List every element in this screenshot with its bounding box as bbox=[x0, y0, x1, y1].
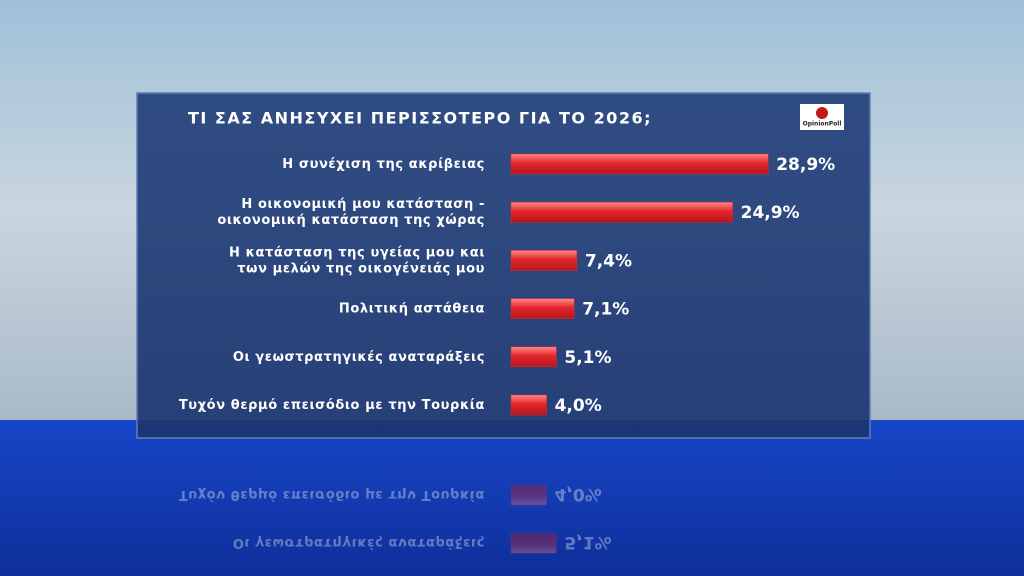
bar bbox=[510, 201, 733, 223]
value-label: 28,9% bbox=[776, 155, 835, 175]
value-label: 4,0% bbox=[555, 396, 602, 416]
category-label: Πολιτική αστάθεια bbox=[339, 301, 485, 316]
chart-title: ΤΙ ΣΑΣ ΑΝΗΣΥΧΕΙ ΠΕΡΙΣΣΟΤΕΡΟ ΓΙΑ ΤΟ 2026; bbox=[188, 109, 652, 128]
panel bbox=[136, 92, 871, 439]
bar bbox=[510, 346, 557, 368]
bar bbox=[510, 484, 547, 506]
category-line: Οι γεωστρατηγικές αναταράξεις bbox=[233, 536, 485, 551]
category-label: Τυχόν θερμό επεισόδιο με την Τουρκία bbox=[179, 488, 485, 503]
value-label: 5,1% bbox=[564, 532, 611, 552]
category-line: των μελών της οικογένειάς μου bbox=[237, 261, 485, 276]
category-label: Η οικονομική μου κατάσταση -οικονομική κ… bbox=[217, 197, 485, 228]
value-label: 24,9% bbox=[741, 203, 800, 223]
bar bbox=[510, 532, 557, 554]
category-label: Τυχόν θερμό επεισόδιο με την Τουρκία bbox=[179, 398, 485, 413]
category-line: Τυχόν θερμό επεισόδιο με την Τουρκία bbox=[179, 398, 485, 413]
value-label: 7,4% bbox=[585, 251, 632, 271]
value-label: 5,1% bbox=[564, 348, 611, 368]
category-label: Η συνέχιση της ακρίβειας bbox=[282, 157, 485, 172]
category-label: Οι γεωστρατηγικές αναταράξεις bbox=[233, 536, 485, 551]
category-line: Πολιτική αστάθεια bbox=[339, 301, 485, 316]
bar bbox=[510, 394, 547, 416]
category-line: Οι γεωστρατηγικές αναταράξεις bbox=[233, 349, 485, 364]
logo-text: OpinionPoll bbox=[803, 121, 842, 128]
bar bbox=[510, 250, 578, 271]
category-line: οικονομική κατάσταση της χώρας bbox=[217, 213, 485, 228]
category-line: Η οικονομική μου κατάσταση - bbox=[241, 197, 485, 212]
category-label: Η κατάσταση της υγείας μου και των μελών … bbox=[229, 245, 485, 276]
bar bbox=[510, 298, 575, 319]
category-line: Τυχόν θερμό επεισόδιο με την Τουρκία bbox=[179, 488, 485, 503]
logo-icon bbox=[816, 107, 828, 119]
bar bbox=[510, 153, 769, 175]
category-line: Η κατάσταση της υγείας μου και bbox=[229, 245, 485, 260]
value-label: 4,0% bbox=[555, 484, 602, 504]
category-line: Η συνέχιση της ακρίβειας bbox=[282, 157, 485, 172]
value-label: 7,1% bbox=[582, 300, 629, 320]
category-label: Οι γεωστρατηγικές αναταράξεις bbox=[233, 349, 485, 364]
